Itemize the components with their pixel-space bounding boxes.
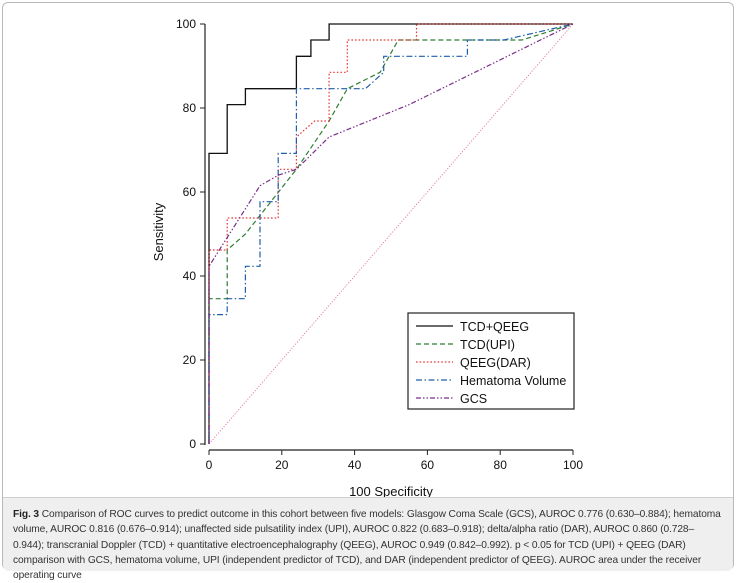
legend-entry-label: TCD+QEEG [460,320,529,334]
y-tick-label: 0 [189,437,196,451]
legend-entry-label: Hematoma Volume [460,374,566,388]
x-tick-label: 100 [563,458,583,472]
series-line-hematoma-volume [208,23,574,444]
legend-entry-label: QEEG(DAR) [460,356,531,370]
figure-caption: Fig. 3 Comparison of ROC curves to predi… [3,497,733,581]
series-line-gcs [208,23,574,444]
legend-box [407,312,575,410]
caption-figure-label: Fig. 3 [13,509,40,520]
y-tick-label: 80 [183,101,197,115]
x-tick-label: 40 [348,458,362,472]
y-tick-label: 60 [183,185,197,199]
x-tick-label: 20 [275,458,289,472]
series-line-tcd-upi [208,23,574,444]
x-axis-title: 100 Specificity [349,484,433,499]
caption-paragraph: Fig. 3 Comparison of ROC curves to predi… [13,507,723,583]
reference-diagonal-line [208,23,574,445]
y-axis-title: Sensitivity [151,202,166,261]
x-tick-label: 80 [494,458,508,472]
roc-chart: 0 20 40 60 80 100 0 20 40 60 80 100 TCD+QEEG TCD(UPI)… [151,17,583,499]
x-tick-label: 0 [206,458,213,472]
y-tick-label: 100 [176,17,196,31]
x-tick-label: 60 [421,458,435,472]
y-tick-label: 40 [183,269,197,283]
series-line-qeeg-dar [208,23,573,444]
legend-entry-label: GCS [460,392,487,406]
legend-entry-label: TCD(UPI) [460,338,515,352]
caption-body: Comparison of ROC curves to predict outc… [13,509,721,582]
figure-frame [2,2,734,570]
y-tick-label: 20 [183,353,197,367]
